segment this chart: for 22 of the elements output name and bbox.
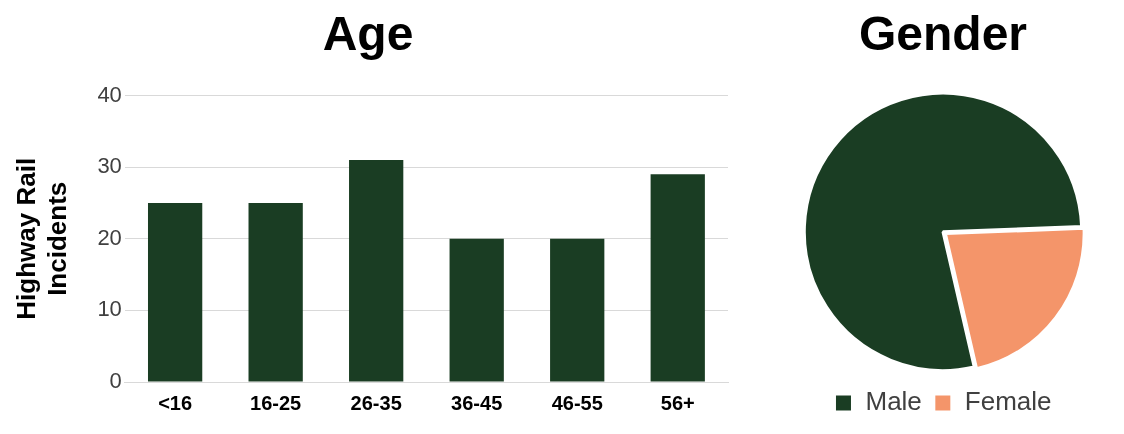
bar — [248, 203, 303, 382]
bar — [147, 203, 203, 382]
bar — [550, 238, 605, 382]
x-tick-label: 16-25 — [250, 391, 302, 414]
x-tick-label: 56+ — [660, 391, 695, 414]
x-tick-label: 46-55 — [551, 391, 603, 414]
chart-title: Gender — [858, 7, 1028, 61]
legend-label: Female — [964, 386, 1052, 417]
bar — [349, 160, 404, 382]
chart-title: Age — [322, 7, 414, 61]
x-tick-label: <16 — [158, 391, 193, 414]
bar — [650, 174, 705, 382]
bar — [449, 238, 504, 382]
y-axis-title: Highway Rail Incidents — [10, 157, 72, 320]
x-tick-label: 26-35 — [350, 391, 402, 414]
legend-label: Male — [865, 386, 922, 417]
y-tick-label: 10 — [97, 296, 122, 322]
y-tick-label: 20 — [97, 224, 122, 250]
y-tick-label: 40 — [97, 81, 122, 107]
y-tick-label: 30 — [97, 153, 122, 179]
x-tick-label: 36-45 — [451, 391, 503, 414]
y-tick-label: 0 — [109, 368, 122, 394]
